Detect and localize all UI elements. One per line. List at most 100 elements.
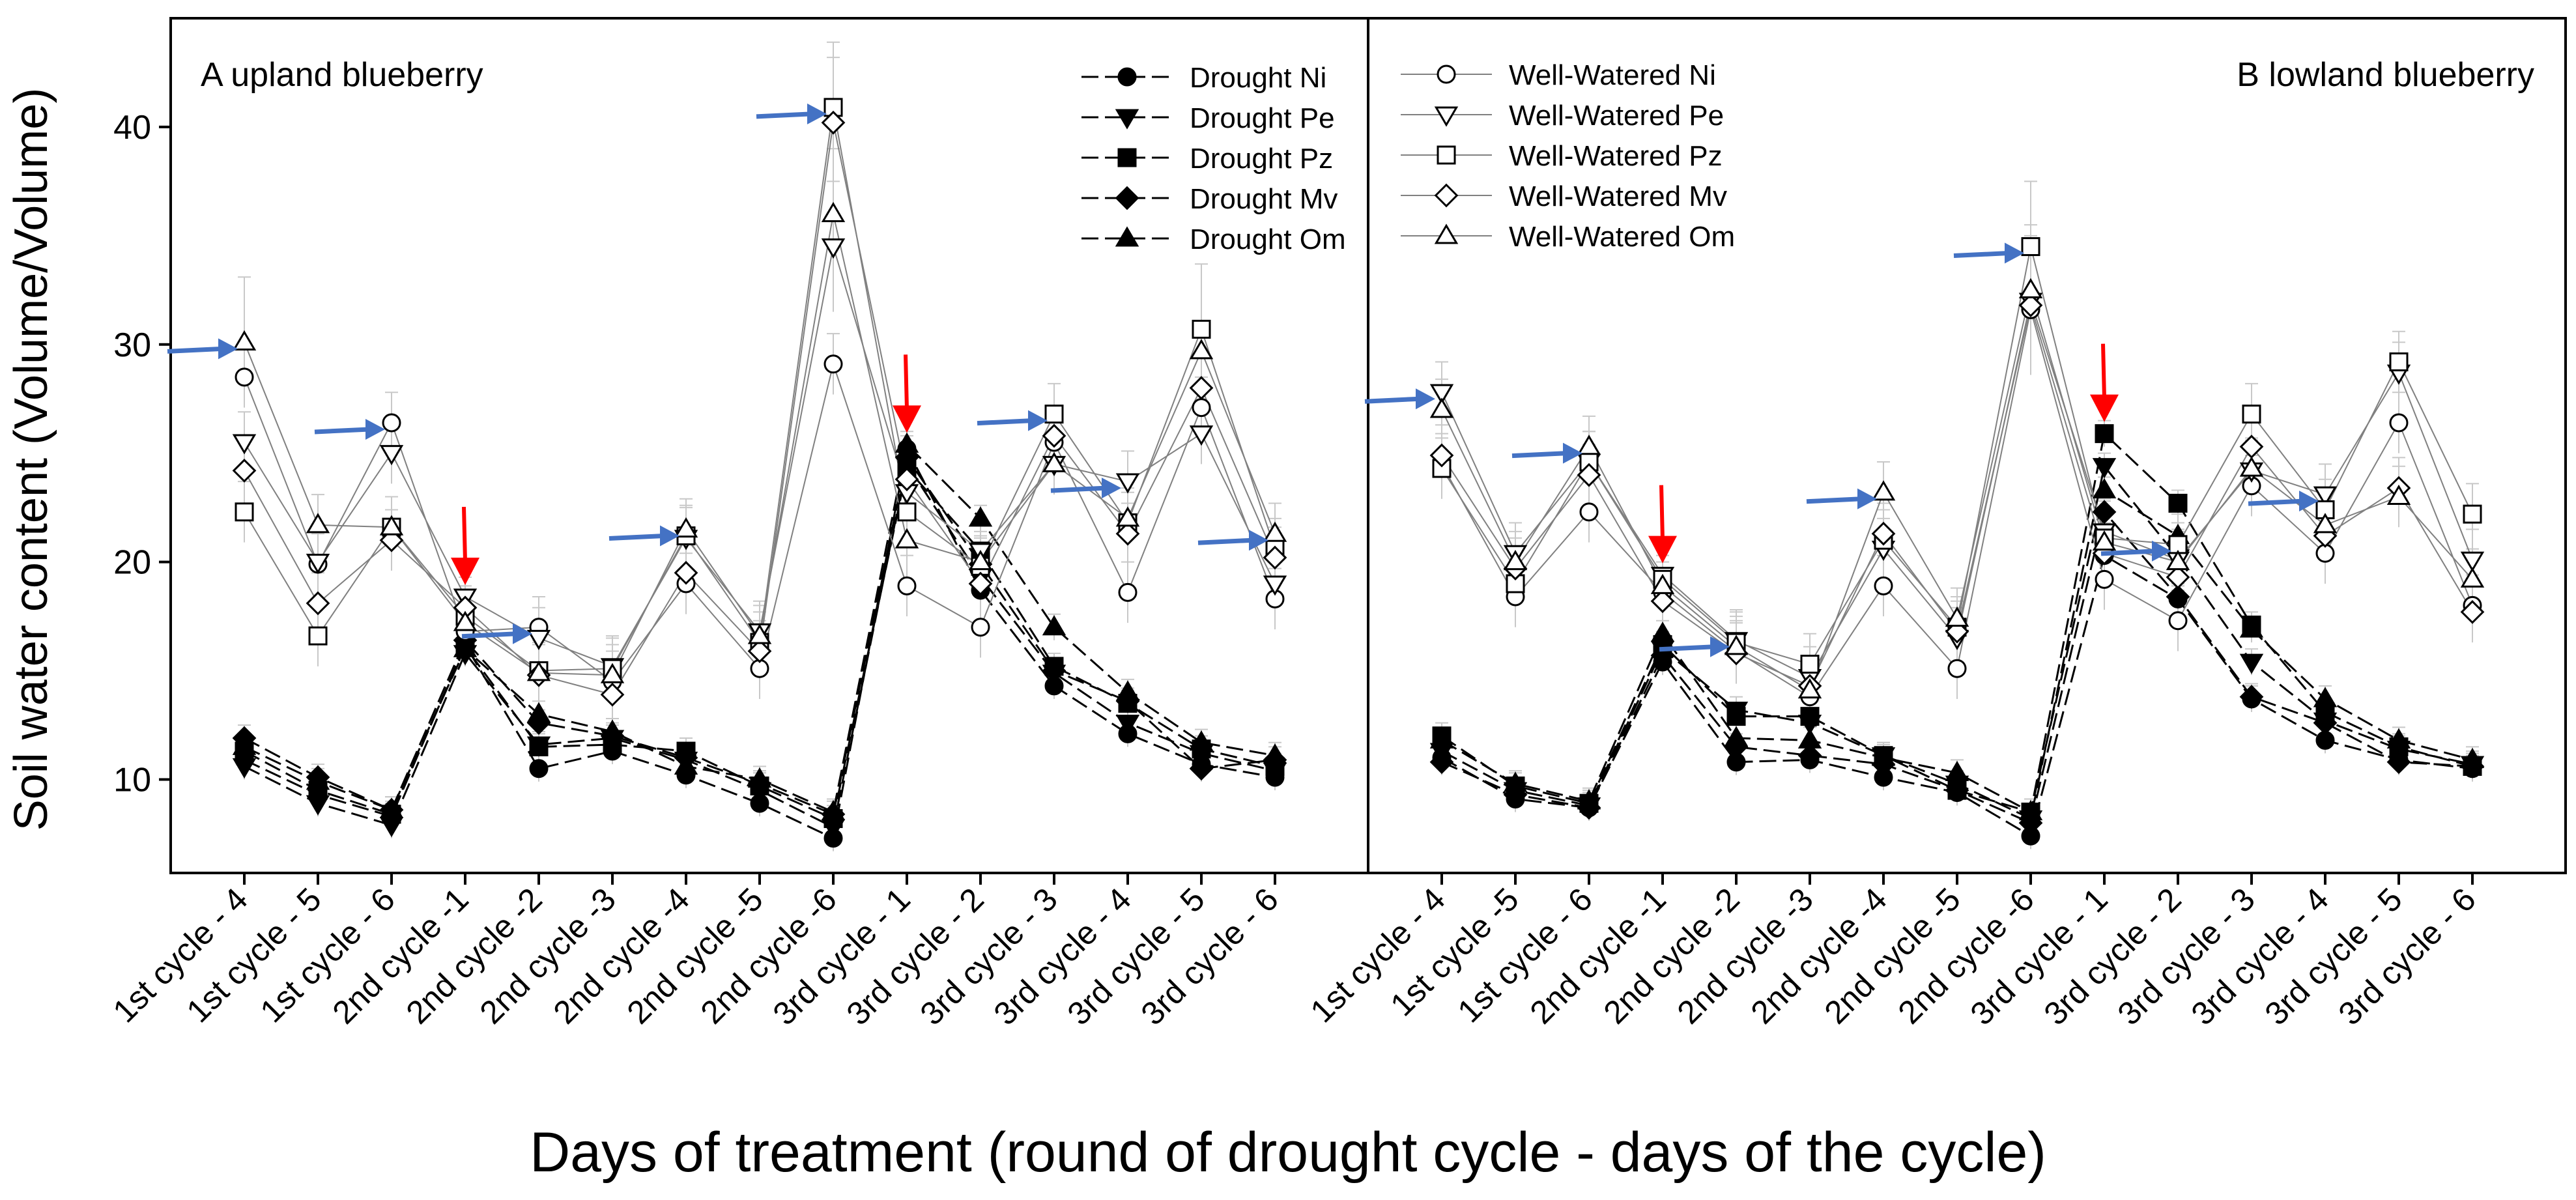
data-point — [232, 734, 257, 755]
data-point — [2092, 500, 2117, 524]
panel-a-title: A upland blueberry — [201, 56, 483, 94]
blue-arrow — [1511, 451, 1567, 459]
data-point — [1871, 521, 1896, 546]
red-arrowhead — [451, 558, 479, 586]
blue-arrowhead — [1416, 388, 1435, 410]
legend-marker — [1437, 145, 1456, 165]
blue-arrow — [2100, 549, 2156, 556]
legend-label: Well-Watered Pz — [1509, 140, 1723, 172]
data-point — [2092, 530, 2117, 551]
data-point — [1800, 655, 1820, 674]
blue-arrowhead — [1102, 478, 1121, 499]
data-point — [1945, 606, 1969, 627]
data-point — [2460, 551, 2485, 572]
data-point — [1800, 707, 1820, 726]
legend-marker — [1115, 226, 1139, 247]
data-point — [1947, 659, 1967, 678]
data-point — [1189, 339, 1214, 360]
blue-arrowhead — [1857, 488, 1877, 509]
data-point — [1429, 443, 1454, 468]
data-point — [382, 413, 401, 433]
data-point — [1042, 659, 1066, 683]
data-point — [232, 459, 257, 483]
data-point — [1945, 760, 1969, 781]
data-point — [232, 434, 257, 455]
data-point — [2460, 600, 2485, 624]
data-point — [2168, 611, 2188, 631]
data-point — [971, 618, 990, 637]
data-point — [1042, 423, 1066, 448]
red-arrowhead — [2090, 394, 2119, 422]
data-point — [2095, 424, 2114, 444]
y-tick-label: 40 — [113, 109, 151, 147]
legend-marker — [1115, 109, 1139, 130]
data-point — [600, 682, 625, 707]
blue-arrow — [1197, 537, 1253, 545]
data-point — [1192, 319, 1211, 339]
data-point — [235, 502, 254, 522]
data-point — [1429, 728, 1454, 749]
data-point — [526, 702, 551, 722]
x-axis-label: Days of treatment (round of drought cycl… — [530, 1121, 2046, 1184]
data-point — [2239, 435, 2264, 459]
data-point — [1724, 635, 1749, 655]
legend-marker — [1434, 106, 1459, 127]
data-point — [379, 515, 404, 536]
legend-label: Drought Pz — [1190, 143, 1333, 175]
data-point — [1115, 506, 1140, 527]
data-point — [747, 639, 772, 663]
data-point — [968, 550, 993, 571]
data-point — [1115, 680, 1140, 701]
data-point — [1650, 573, 1675, 594]
data-point — [747, 623, 772, 644]
series-line-well-watered-pz — [244, 107, 1276, 672]
blue-arrowhead — [1028, 410, 1048, 431]
data-point — [821, 238, 846, 259]
data-point — [1189, 425, 1214, 446]
legend-label: Well-Watered Mv — [1509, 180, 1727, 212]
red-arrow — [462, 506, 467, 562]
data-point — [2460, 567, 2485, 588]
data-point — [2239, 617, 2264, 638]
blue-arrowhead — [2152, 540, 2171, 562]
blue-arrowhead — [660, 525, 680, 547]
data-point — [1797, 728, 1822, 749]
legend-marker — [1434, 183, 1459, 208]
data-point — [1042, 451, 1066, 472]
data-point — [2313, 711, 2338, 736]
legend-marker — [1437, 64, 1456, 84]
legend-marker — [1115, 186, 1139, 210]
data-point — [1650, 589, 1675, 614]
data-point — [968, 571, 993, 596]
blue-arrowhead — [1563, 442, 1582, 464]
blue-arrow — [1953, 251, 2009, 259]
data-point — [2095, 569, 2114, 589]
blue-arrowhead — [218, 338, 238, 360]
data-point — [600, 719, 625, 740]
data-point — [2386, 728, 2411, 749]
data-point — [1044, 405, 1064, 424]
blue-arrowhead — [365, 418, 385, 440]
data-point — [306, 769, 330, 790]
data-point — [600, 663, 625, 683]
data-point — [821, 110, 846, 135]
panel-b-frame — [1367, 17, 2567, 874]
data-point — [379, 445, 404, 466]
data-point — [894, 467, 919, 492]
data-point — [306, 513, 330, 534]
blue-arrowhead — [807, 103, 827, 124]
data-point — [1429, 750, 1454, 775]
data-point — [2021, 237, 2040, 257]
data-point — [1797, 678, 1822, 699]
data-point — [306, 554, 330, 575]
y-tick-label: 30 — [113, 326, 151, 364]
data-point — [308, 626, 328, 646]
data-point — [2313, 513, 2338, 534]
red-arrow — [2101, 343, 2106, 399]
data-point — [1577, 789, 1601, 810]
data-point — [2386, 750, 2411, 775]
data-point — [1115, 473, 1140, 494]
data-point — [823, 354, 843, 374]
data-point — [1263, 521, 1287, 542]
